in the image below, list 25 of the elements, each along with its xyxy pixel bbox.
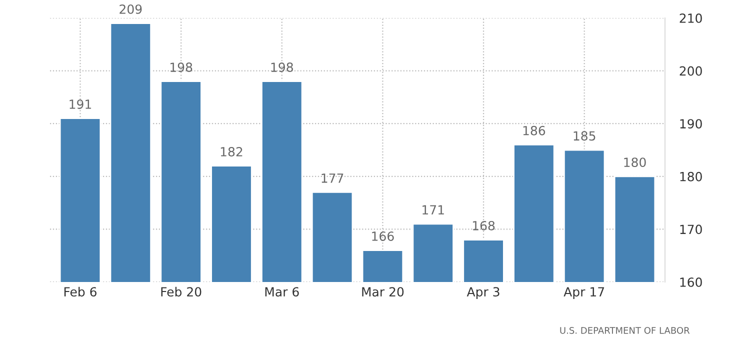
x-tick-label: Mar 20 [362,287,404,297]
data-label: 168 [472,220,495,230]
data-label: 198 [170,62,192,72]
y-tick-label: 200 [680,66,702,76]
x-tick-label: Feb 6 [64,286,96,297]
text: U.S. DEPARTMENT OF LABOR [560,326,690,334]
y-tick-label: 170 [680,224,702,234]
x-tick-label: Apr 17 [564,287,604,299]
data-label: 185 [574,131,596,141]
data-label: 166 [372,232,394,241]
y-tick-label: 160 [680,277,702,287]
y-tick-label: 180 [680,172,702,182]
x-tick-label: Mar 6 [265,287,299,297]
data-label: 209 [120,4,142,14]
x-tick-label: Apr 3 [466,287,500,299]
data-label: 191 [70,100,92,109]
data-label: 177 [322,174,344,183]
x-tick-label: Feb 20 [161,286,202,297]
y-tick-label: 210 [680,13,702,23]
y-tick-label: 190 [680,119,702,129]
data-label: 186 [523,126,546,136]
data-label: 180 [624,158,646,168]
data-label: 182 [220,147,242,156]
data-label: 198 [271,62,293,72]
data-label: 171 [422,205,444,214]
